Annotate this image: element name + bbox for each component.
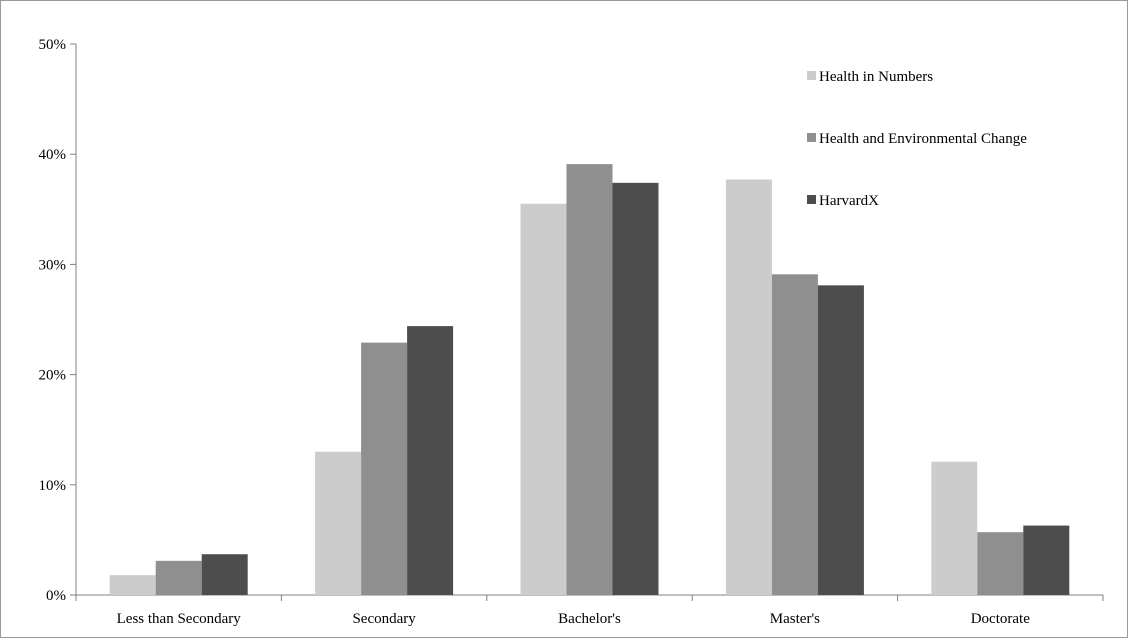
x-category-label: Doctorate (971, 611, 1030, 627)
x-category-label: Bachelor's (558, 611, 621, 627)
y-tick-label: 20% (39, 368, 67, 384)
bar (109, 575, 156, 595)
bar (725, 179, 772, 595)
x-category-label: Less than Secondary (117, 611, 242, 627)
y-tick-label: 30% (39, 257, 67, 273)
legend-swatch (807, 71, 816, 80)
x-category-label: Master's (770, 611, 820, 627)
bar (977, 532, 1024, 595)
legend-swatch (807, 195, 816, 204)
y-tick-label: 40% (39, 147, 67, 163)
legend-label: Health in Numbers (819, 69, 933, 85)
x-category-label: Secondary (352, 611, 416, 627)
bar (566, 164, 613, 596)
y-tick-label: 10% (39, 478, 67, 494)
y-tick-label: 0% (46, 588, 66, 604)
bar (612, 182, 659, 596)
bars (109, 164, 1070, 596)
bar (771, 274, 818, 595)
bar (931, 461, 978, 595)
bar (520, 203, 567, 596)
bar (315, 451, 362, 595)
bar (407, 326, 454, 595)
y-tick-label: 50% (39, 37, 67, 53)
bar (1023, 525, 1070, 595)
bar (201, 554, 248, 595)
legend-label: Health and Environmental Change (819, 131, 1027, 147)
legend-swatch (807, 133, 816, 142)
bar (361, 342, 408, 595)
legend: Health in Numbers Health and Environmenta… (807, 69, 1027, 209)
bar (817, 285, 864, 595)
legend-label: HarvardX (819, 193, 879, 209)
bar (155, 560, 202, 595)
